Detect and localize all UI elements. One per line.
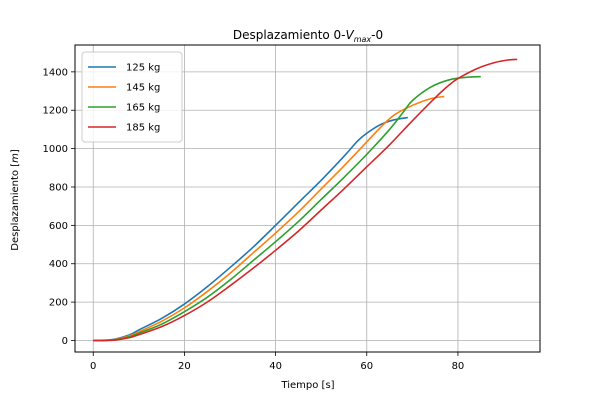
x-tick-label: 0 bbox=[90, 361, 96, 372]
legend-box bbox=[81, 51, 183, 143]
y-tick-label: 800 bbox=[49, 182, 68, 193]
legend-label: 145 kg bbox=[126, 83, 160, 94]
y-tick-label: 400 bbox=[49, 259, 68, 270]
y-tick-label: 600 bbox=[49, 221, 68, 232]
series-line-185-kg bbox=[93, 58, 518, 342]
y-tick-label: 1000 bbox=[43, 144, 68, 155]
series-line-145-kg bbox=[93, 95, 445, 342]
series-line-165-kg bbox=[93, 75, 481, 342]
x-axis-label: Tiempo [s] bbox=[280, 380, 334, 391]
x-tick-label: 80 bbox=[452, 361, 465, 372]
x-tick-label: 20 bbox=[178, 361, 191, 372]
x-tick-label: 40 bbox=[269, 361, 282, 372]
series-line-125-kg bbox=[93, 116, 408, 342]
legend-label: 165 kg bbox=[126, 103, 160, 114]
legend: 125 kg 145 kg 165 kg 185 kg bbox=[81, 51, 183, 143]
y-tick-label: 0 bbox=[62, 336, 68, 347]
y-tick-label: 200 bbox=[49, 298, 68, 309]
y-tick-label: 1200 bbox=[43, 106, 68, 117]
y-axis-label: Desplazamiento [m] bbox=[10, 149, 21, 251]
series-lines bbox=[93, 58, 518, 342]
legend-label: 125 kg bbox=[126, 63, 160, 74]
x-tick-label: 60 bbox=[360, 361, 373, 372]
legend-label: 185 kg bbox=[126, 123, 160, 134]
plot-frame bbox=[74, 44, 541, 353]
chart-title: Desplazamiento 0-Vmax-0 bbox=[233, 28, 383, 44]
y-tick-label: 1400 bbox=[43, 67, 68, 78]
